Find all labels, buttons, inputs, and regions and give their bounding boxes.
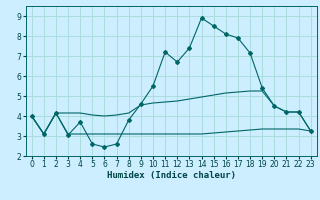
X-axis label: Humidex (Indice chaleur): Humidex (Indice chaleur) [107,171,236,180]
